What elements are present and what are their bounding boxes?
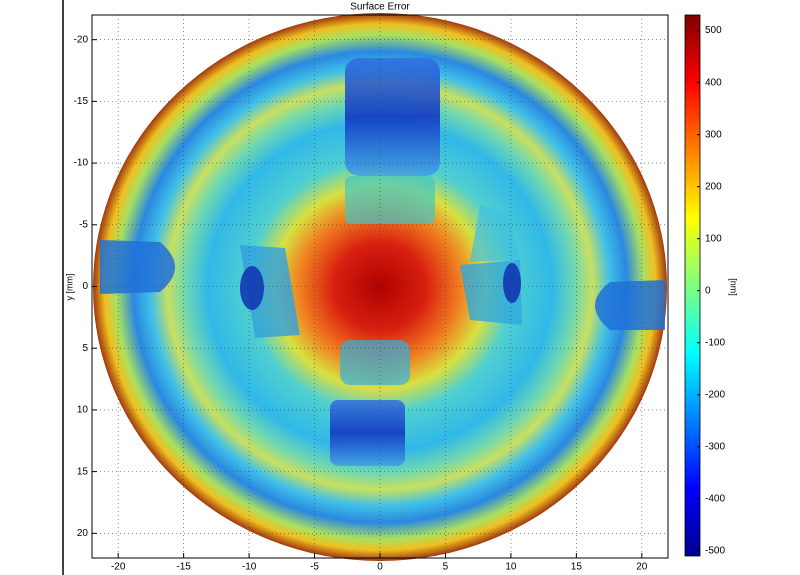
- x-tick-label: 5: [443, 562, 449, 573]
- x-tick-label: 15: [571, 562, 583, 573]
- y-axis-label: y [mm]: [64, 274, 74, 301]
- y-tick-label: 10: [77, 405, 89, 416]
- x-tick-label: -15: [176, 562, 191, 573]
- x-tick-label: -5: [310, 562, 319, 573]
- y-tick-label: 20: [77, 528, 89, 539]
- surface-patch: [345, 176, 435, 224]
- colorbar-tick-label: -200: [705, 389, 725, 400]
- surface-patch: [100, 240, 175, 294]
- surface-patch: [340, 340, 410, 385]
- colorbar-tick-label: -300: [705, 441, 725, 452]
- x-tick-label: -20: [111, 562, 126, 573]
- colorbar-tick-label: 200: [705, 181, 722, 192]
- colorbar-tick-label: 400: [705, 77, 722, 88]
- colorbar-tick-label: 500: [705, 25, 722, 36]
- x-tick-label: -10: [242, 562, 257, 573]
- colorbar-tick-label: 300: [705, 129, 722, 140]
- y-tick-label: -5: [79, 219, 88, 230]
- y-tick-label: 0: [82, 281, 88, 292]
- colorbar-tick-label: -400: [705, 493, 725, 504]
- x-tick-label: 10: [505, 562, 517, 573]
- y-tick-label: 5: [82, 343, 88, 354]
- x-tick-label: 20: [636, 562, 648, 573]
- surface-patch: [330, 400, 405, 466]
- surface-patch: [240, 266, 264, 310]
- colorbar: [684, 14, 701, 557]
- surface-patch: [470, 205, 520, 262]
- colorbar-label: [nm]: [729, 278, 739, 296]
- surface-patch: [503, 263, 521, 303]
- y-tick-label: -20: [74, 34, 89, 45]
- x-tick-label: 0: [377, 562, 383, 573]
- y-tick-label: 15: [77, 466, 89, 477]
- colorbar-tick-label: 100: [705, 233, 722, 244]
- y-tick-label: -15: [74, 96, 89, 107]
- surface-patch: [345, 58, 440, 176]
- chart-title: Surface Error: [350, 2, 410, 13]
- colorbar-tick-label: -500: [705, 545, 725, 556]
- surface-patch: [595, 280, 665, 330]
- colorbar-tick-label: 0: [705, 285, 711, 296]
- colorbar-tick-label: -100: [705, 337, 725, 348]
- y-tick-label: -10: [74, 158, 89, 169]
